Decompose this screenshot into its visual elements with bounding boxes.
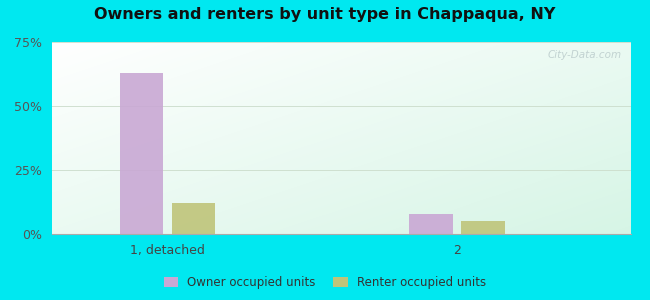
Bar bbox=[120, 73, 163, 234]
Bar bbox=[410, 214, 452, 234]
Text: Owners and renters by unit type in Chappaqua, NY: Owners and renters by unit type in Chapp… bbox=[94, 8, 556, 22]
Text: City-Data.com: City-Data.com bbox=[548, 50, 622, 60]
Legend: Owner occupied units, Renter occupied units: Owner occupied units, Renter occupied un… bbox=[159, 272, 491, 294]
Bar bbox=[172, 203, 215, 234]
Bar bbox=[462, 221, 504, 234]
